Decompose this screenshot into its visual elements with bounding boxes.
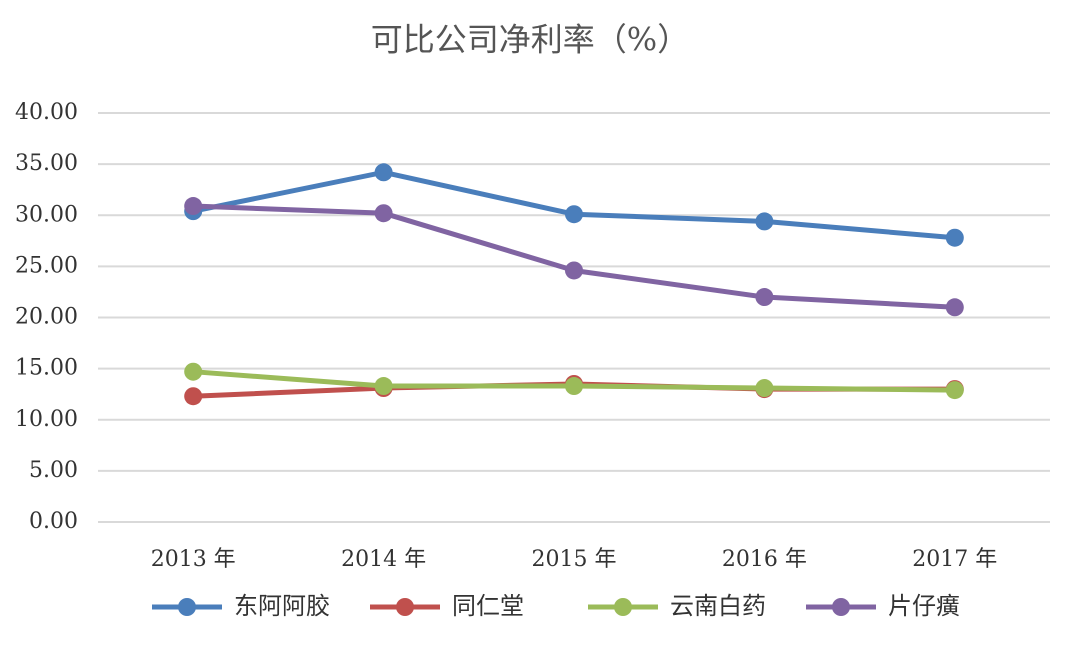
data-point bbox=[184, 197, 203, 216]
y-tick-label: 35.00 bbox=[15, 151, 78, 176]
y-tick-label: 10.00 bbox=[15, 407, 78, 432]
y-tick-label: 5.00 bbox=[29, 458, 78, 483]
legend-marker bbox=[178, 598, 196, 616]
x-tick-label: 2013 年 bbox=[151, 547, 236, 572]
legend-marker bbox=[832, 598, 850, 616]
data-point bbox=[374, 163, 393, 182]
y-tick-label: 30.00 bbox=[15, 202, 78, 227]
x-tick-label: 2014 年 bbox=[341, 547, 426, 572]
data-point bbox=[945, 298, 964, 317]
data-point bbox=[565, 261, 583, 280]
chart-title: 可比公司净利率（%） bbox=[371, 21, 689, 59]
series-line bbox=[192, 169, 956, 241]
data-point bbox=[565, 205, 583, 224]
y-tick-label: 40.00 bbox=[15, 100, 78, 125]
legend-marker bbox=[396, 598, 414, 616]
data-point bbox=[184, 387, 203, 406]
x-tick-label: 2015 年 bbox=[532, 547, 617, 572]
data-point bbox=[755, 379, 774, 398]
legend-label: 片仔癀 bbox=[888, 592, 960, 620]
legend-label: 东阿阿胶 bbox=[234, 592, 330, 620]
data-point bbox=[945, 381, 964, 400]
legend-label: 同仁堂 bbox=[452, 592, 524, 620]
data-point bbox=[374, 377, 393, 396]
y-tick-label: 25.00 bbox=[15, 253, 78, 278]
data-point bbox=[755, 288, 774, 307]
x-tick-label: 2017 年 bbox=[912, 547, 997, 572]
x-tick-label: 2016 年 bbox=[722, 547, 807, 572]
legend-marker bbox=[614, 598, 632, 616]
y-tick-label: 15.00 bbox=[15, 356, 78, 381]
data-point bbox=[184, 362, 203, 381]
y-tick-label: 20.00 bbox=[15, 305, 78, 330]
data-point bbox=[755, 212, 774, 231]
data-point bbox=[945, 228, 964, 247]
y-tick-label: 0.00 bbox=[29, 509, 78, 534]
data-point bbox=[374, 204, 393, 223]
data-point bbox=[565, 377, 583, 396]
legend-label: 云南白药 bbox=[670, 592, 766, 620]
